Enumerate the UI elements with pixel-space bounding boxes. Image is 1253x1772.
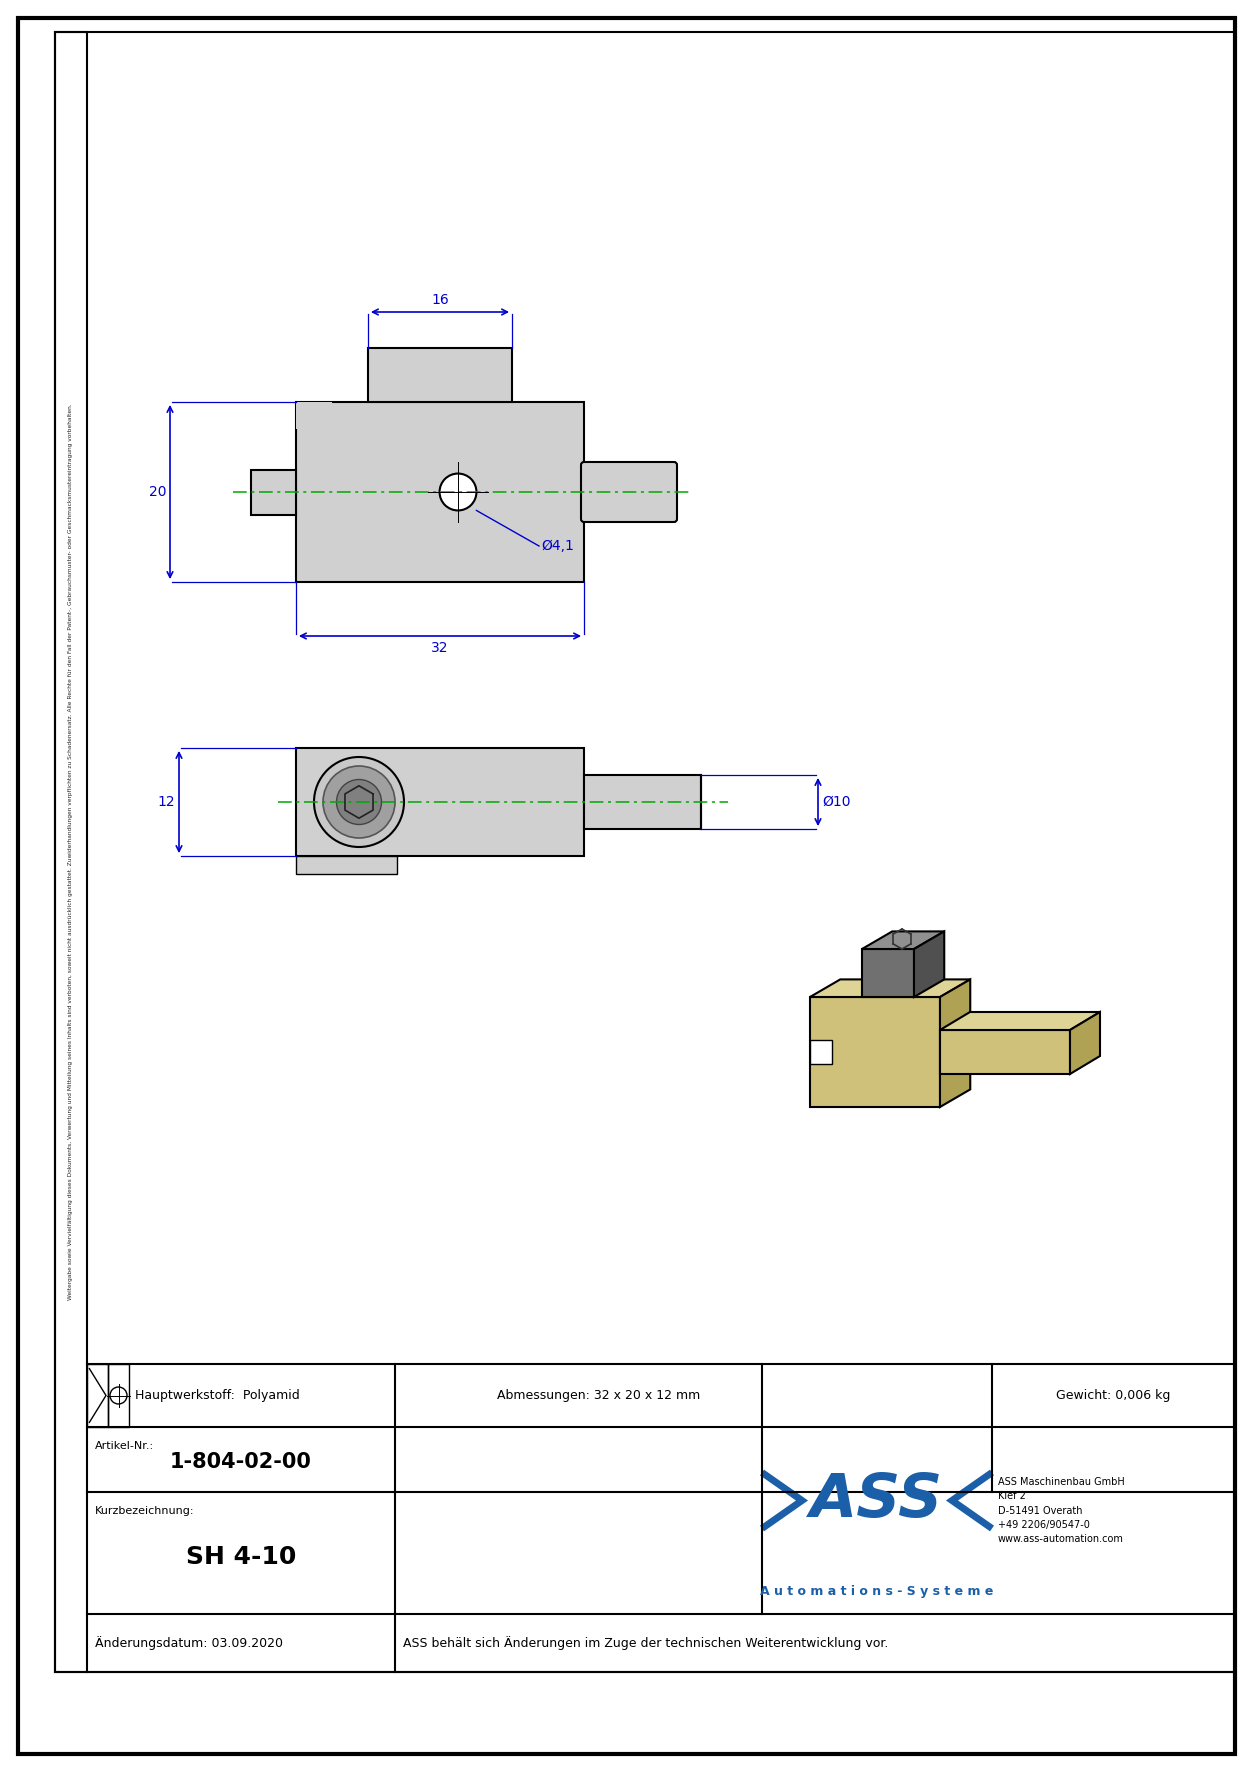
Bar — [368, 347, 512, 402]
Text: 32: 32 — [431, 641, 449, 656]
Bar — [584, 774, 700, 829]
Text: SH 4-10: SH 4-10 — [185, 1545, 296, 1568]
Bar — [809, 1040, 832, 1063]
Circle shape — [323, 766, 395, 838]
Bar — [296, 856, 397, 874]
Circle shape — [315, 757, 403, 847]
Text: Gewicht: 0,006 kg: Gewicht: 0,006 kg — [1056, 1389, 1170, 1402]
Text: Artikel-Nr.:: Artikel-Nr.: — [95, 1441, 154, 1451]
Text: Weitergabe sowie Vervielfältigung dieses Dokuments, Verwertung und Mitteilung se: Weitergabe sowie Vervielfältigung dieses… — [69, 404, 74, 1301]
Text: ASS Maschinenbau GmbH
Klef 2
D-51491 Overath
+49 2206/90547-0
www.ass-automation: ASS Maschinenbau GmbH Klef 2 D-51491 Ove… — [997, 1476, 1125, 1545]
Bar — [940, 1030, 1070, 1074]
Text: ASS: ASS — [811, 1471, 944, 1529]
Polygon shape — [862, 950, 913, 998]
Bar — [251, 470, 296, 514]
Text: Ø10: Ø10 — [822, 796, 851, 810]
Polygon shape — [940, 1012, 1100, 1030]
Polygon shape — [940, 980, 970, 1108]
Text: Ø4,1: Ø4,1 — [541, 539, 574, 553]
Polygon shape — [862, 932, 945, 950]
Text: Änderungsdatum: 03.09.2020: Änderungsdatum: 03.09.2020 — [95, 1636, 283, 1650]
Text: 16: 16 — [431, 292, 449, 307]
Polygon shape — [809, 980, 970, 998]
Bar — [296, 402, 332, 429]
Text: 20: 20 — [149, 486, 165, 500]
Polygon shape — [1070, 1012, 1100, 1074]
Bar — [86, 1364, 108, 1426]
Text: A u t o m a t i o n s - S y s t e m e: A u t o m a t i o n s - S y s t e m e — [761, 1586, 994, 1598]
Text: Kurzbezeichnung:: Kurzbezeichnung: — [95, 1506, 194, 1517]
Text: Abmessungen: 32 x 20 x 12 mm: Abmessungen: 32 x 20 x 12 mm — [497, 1389, 700, 1402]
Text: ASS behält sich Änderungen im Zuge der technischen Weiterentwicklung vor.: ASS behält sich Änderungen im Zuge der t… — [403, 1636, 888, 1650]
Bar — [296, 402, 584, 581]
Circle shape — [337, 780, 381, 824]
Text: Hauptwerkstoff:  Polyamid: Hauptwerkstoff: Polyamid — [135, 1389, 299, 1402]
Bar — [108, 1364, 129, 1426]
Polygon shape — [809, 998, 940, 1108]
Bar — [55, 32, 86, 1673]
Text: 1-804-02-00: 1-804-02-00 — [170, 1451, 312, 1471]
Polygon shape — [913, 932, 945, 998]
FancyBboxPatch shape — [581, 462, 677, 523]
Bar — [296, 748, 584, 856]
Circle shape — [440, 473, 476, 510]
Text: 12: 12 — [158, 796, 175, 810]
